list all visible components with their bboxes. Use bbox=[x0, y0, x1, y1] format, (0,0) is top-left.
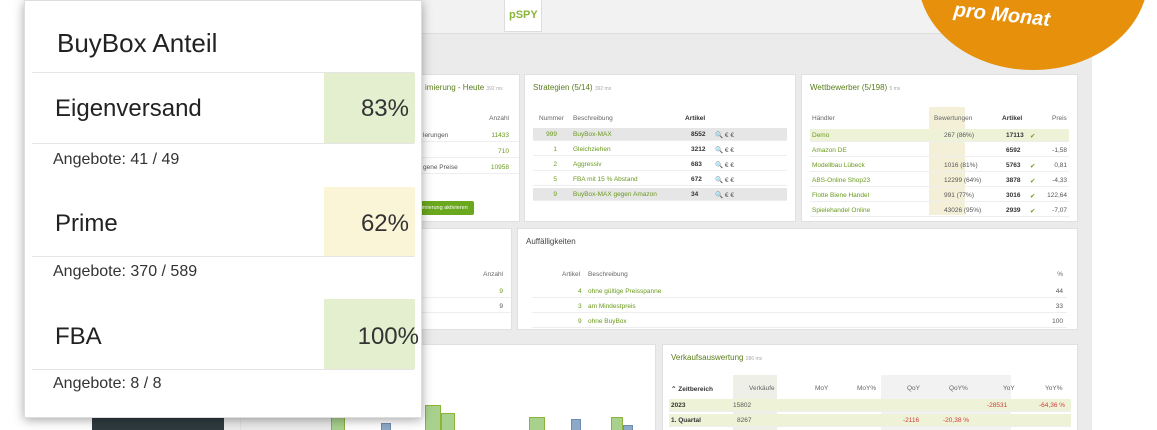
table-row[interactable]: 9 BuyBox-MAX gegen Amazon 34 🔍 € € bbox=[533, 188, 787, 201]
chart-bar bbox=[441, 413, 455, 430]
col-header: Bewertungen bbox=[934, 115, 973, 122]
metric-label-eigenversand: Eigenversand bbox=[55, 95, 202, 122]
metric-value-prime: 62% bbox=[360, 210, 409, 237]
metric-value-eigenversand: 83% bbox=[360, 95, 409, 122]
col-header: QoY bbox=[907, 385, 921, 392]
strategies-title: Strategien (5/14) 392 ms bbox=[533, 83, 612, 92]
repricing-col-header: Anzahl bbox=[489, 115, 509, 122]
metric-sub-eigenversand: Angebote: 41 / 49 bbox=[53, 151, 180, 168]
table-row[interactable]: 2 Aggressiv 683 🔍 € € bbox=[533, 158, 787, 171]
col-header[interactable]: ⌃ Zeitbereich bbox=[671, 386, 713, 393]
chart-bar bbox=[623, 425, 633, 430]
col-header: Verkäufe bbox=[749, 385, 775, 392]
table-row[interactable]: 9 ohne BuyBox 100 bbox=[532, 315, 1067, 328]
col-header: Händler bbox=[812, 115, 835, 122]
rating-column-highlight bbox=[929, 107, 965, 215]
metric-sub-prime: Angebote: 370 / 589 bbox=[53, 263, 198, 280]
metric-value-fba: 100% bbox=[357, 323, 419, 350]
table-row[interactable]: 3 am Mindestpreis 33 bbox=[532, 300, 1067, 313]
col-header: MoY bbox=[815, 385, 829, 392]
metric-value-box bbox=[324, 73, 415, 143]
competitors-panel: Wettbewerber (5/198) 5 ms Händler Bewert… bbox=[801, 74, 1078, 222]
table-row[interactable]: 1 Gleichziehen 3212 🔍 € € bbox=[533, 143, 787, 156]
metric-label-prime: Prime bbox=[55, 210, 118, 237]
table-row[interactable]: 1. Quartal 8267 -2116 -20,38 % bbox=[669, 414, 1071, 427]
col-header: Beschreibung bbox=[573, 115, 613, 122]
metric-label-fba: FBA bbox=[55, 323, 102, 350]
metric-value-box bbox=[324, 299, 415, 369]
table-row[interactable]: 999 BuyBox-MAX 8552 🔍 € € bbox=[533, 128, 787, 141]
col-header: YoY% bbox=[1045, 385, 1063, 392]
metric-sub-fba: Angebote: 8 / 8 bbox=[53, 375, 162, 392]
table-row[interactable]: 5 FBA mit 15 % Abstand 672 🔍 € € bbox=[533, 173, 787, 186]
table-row[interactable]: 4 ohne gültige Preisspanne 44 bbox=[532, 285, 1067, 298]
col-header: Artikel bbox=[562, 271, 581, 278]
anomalies-panel: Auffälligkeiten Artikel Beschreibung % 4… bbox=[517, 228, 1078, 330]
col-header: Preis bbox=[1052, 115, 1067, 122]
metric-value-box bbox=[324, 187, 415, 257]
col-header: % bbox=[1057, 271, 1063, 278]
col-header: QoY% bbox=[949, 385, 968, 392]
divider bbox=[32, 369, 414, 370]
col-header: Anzahl bbox=[483, 271, 503, 278]
col-header: MoY% bbox=[857, 385, 877, 392]
table-row[interactable]: 2023 15802 -28531 -64,36 % bbox=[669, 399, 1071, 412]
sales-title: Verkaufsauswertung 286 ms bbox=[671, 353, 763, 362]
divider bbox=[32, 143, 414, 144]
card-title: BuyBox Anteil bbox=[57, 28, 218, 58]
anomalies-title: Auffälligkeiten bbox=[526, 237, 576, 246]
buybox-share-card: BuyBox Anteil Eigenversand 83% Angebote:… bbox=[24, 0, 422, 418]
col-header: Nummer bbox=[539, 115, 564, 122]
col-header: YoY bbox=[1003, 385, 1015, 392]
chart-bar bbox=[611, 417, 623, 430]
chart-bar bbox=[529, 417, 545, 430]
table-row[interactable]: Spielehandel Online 43026 (95%) 2939 ✔ -7,07 bbox=[810, 204, 1069, 217]
col-header: Artikel bbox=[685, 115, 706, 122]
repricing-title: imierung - Heute 392 ms bbox=[425, 83, 503, 92]
col-header: Artikel bbox=[1002, 115, 1023, 122]
table-row[interactable]: Flotte Biene Handel 991 (77%) 3016 ✔ 122,64 bbox=[810, 189, 1069, 202]
chart-bar bbox=[381, 423, 391, 430]
tab-pspy[interactable]: pSPY bbox=[504, 0, 542, 32]
divider bbox=[32, 256, 414, 257]
strategies-panel: Strategien (5/14) 392 ms Nummer Beschrei… bbox=[524, 74, 796, 222]
divider bbox=[32, 72, 414, 73]
table-row[interactable]: Demo 267 (86%) 17113 ✔ bbox=[810, 129, 1069, 142]
chart-bar bbox=[571, 419, 581, 430]
table-row[interactable]: Modellbau Lübeck 1016 (81%) 5763 ✔ 0,81 bbox=[810, 159, 1069, 172]
chart-bar bbox=[425, 405, 441, 430]
activate-repricing-button[interactable]: ptimierung aktivieren bbox=[411, 201, 474, 215]
table-row[interactable]: ABS-Online Shop23 12299 (64%) 3878 ✔ -4,33 bbox=[810, 174, 1069, 187]
col-header: Beschreibung bbox=[588, 271, 628, 278]
competitors-title: Wettbewerber (5/198) 5 ms bbox=[810, 83, 901, 92]
sales-panel: Verkaufsauswertung 286 ms ⌃ Zeitbereich … bbox=[662, 344, 1078, 430]
table-row[interactable]: Amazon DE 6592 -1,58 bbox=[810, 144, 1069, 157]
